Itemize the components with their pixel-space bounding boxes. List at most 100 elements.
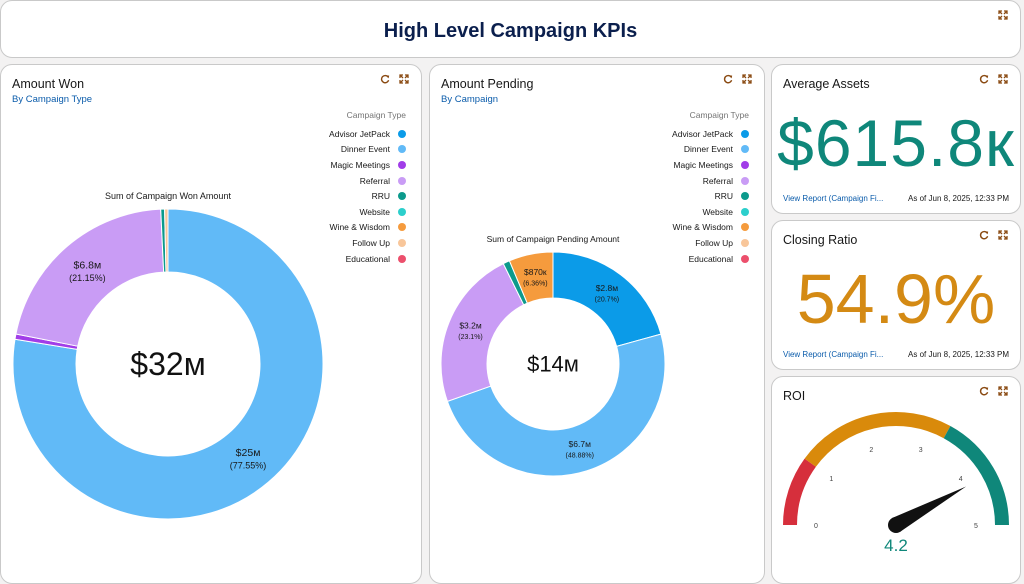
gauge-bands (783, 412, 1009, 526)
average-assets-card: Average Assets $615.8к View Report (Camp… (771, 64, 1021, 214)
legend-label: Educational (688, 253, 733, 264)
legend-swatch (398, 238, 406, 247)
expand-icon[interactable] (742, 74, 752, 84)
expand-icon[interactable] (998, 10, 1008, 20)
amount-won-card: Amount Won By Campaign Type Campaign Typ… (0, 64, 422, 584)
donut-center-total: $14м (527, 352, 579, 377)
slice-value-label: $6.8м (74, 259, 102, 271)
legend-swatch (398, 207, 406, 216)
legend-item[interactable]: Magic Meetings (266, 157, 406, 173)
slice-percent-label: (6.36%) (523, 280, 548, 287)
legend-item[interactable]: Dinner Event (609, 142, 749, 158)
as-of-timestamp: As of Jun 8, 2025, 12:33 PM (908, 350, 1009, 359)
legend-item[interactable]: Referral (609, 173, 749, 189)
legend-item[interactable]: RRU (266, 188, 406, 204)
legend-item[interactable]: Follow Up (609, 235, 749, 251)
legend-label: Magic Meetings (330, 159, 390, 170)
donut-slice[interactable] (12, 208, 324, 520)
legend-item[interactable]: RRU (609, 188, 749, 204)
chart-title: Sum of Campaign Won Amount (105, 191, 231, 201)
legend-label: Advisor JetPack (672, 128, 733, 139)
refresh-icon[interactable] (979, 386, 989, 396)
card-subtitle-link[interactable]: By Campaign (441, 94, 499, 105)
slice-value-label: $870к (524, 267, 547, 277)
slice-percent-label: (23.1%) (458, 334, 483, 341)
closing-ratio-value: 54.9% (796, 260, 996, 338)
legend-swatch (398, 192, 406, 201)
card-subtitle-link[interactable]: By Campaign Type (12, 94, 93, 105)
legend-swatch (741, 254, 749, 263)
view-report-link[interactable]: View Report (Campaign Fi... (783, 194, 884, 203)
legend-item[interactable]: Follow Up (266, 235, 406, 251)
gauge-value-label: 4.2 (884, 536, 908, 555)
legend-label: Website (702, 206, 733, 217)
amount-won-donut-chart: Sum of Campaign Won Amount $25м (77.55%) $6… (12, 191, 324, 520)
gauge-tick-label: 1 (829, 476, 833, 483)
gauge-needle (892, 486, 967, 533)
legend-item[interactable]: Advisor JetPack (266, 126, 406, 142)
gauge-tick-label: 3 (919, 447, 923, 454)
slice-value-label: $25м (236, 447, 261, 459)
gauge-band (943, 425, 1009, 526)
legend-item[interactable]: Website (266, 204, 406, 220)
view-report-link[interactable]: View Report (Campaign Fi... (783, 350, 884, 359)
legend-item[interactable]: Wine & Wisdom (609, 220, 749, 236)
legend-swatch (741, 192, 749, 201)
gauge-band (804, 412, 951, 467)
gauge-tick-label: 5 (974, 523, 978, 530)
refresh-icon[interactable] (979, 74, 989, 84)
legend-item[interactable]: Wine & Wisdom (266, 220, 406, 236)
legend-label: Website (359, 206, 390, 217)
legend-item[interactable]: Educational (266, 251, 406, 267)
legend-label: Follow Up (352, 237, 390, 248)
gauge-tick-label: 0 (814, 523, 818, 530)
card-title: Amount Pending (441, 77, 534, 91)
legend-swatch (741, 176, 749, 185)
legend-label: RRU (371, 191, 390, 202)
legend-label: RRU (714, 191, 733, 202)
donut-slice[interactable] (164, 208, 169, 273)
donut-center-total: $32м (130, 346, 205, 382)
gauge-tick-label: 4 (959, 476, 963, 483)
legend-item[interactable]: Dinner Event (266, 142, 406, 158)
legend-swatch (741, 129, 749, 138)
refresh-icon[interactable] (979, 230, 989, 240)
card-title: Closing Ratio (783, 233, 858, 247)
header-card: High Level Campaign KPIs (0, 0, 1021, 58)
donut-slice[interactable] (440, 262, 525, 403)
chart-title: Sum of Campaign Pending Amount (487, 234, 620, 244)
legend-swatch (741, 238, 749, 247)
legend: Campaign Type Advisor JetPack Dinner Even… (609, 110, 749, 266)
slice-percent-label: (21.15%) (69, 273, 106, 283)
legend-item[interactable]: Website (609, 204, 749, 220)
slice-percent-label: (20.7%) (595, 297, 620, 304)
donut-slice[interactable] (508, 251, 554, 304)
legend-label: Wine & Wisdom (329, 222, 390, 233)
expand-icon[interactable] (399, 74, 409, 84)
expand-icon[interactable] (998, 230, 1008, 240)
legend-title: Campaign Type (689, 110, 749, 120)
expand-icon[interactable] (998, 386, 1008, 396)
card-title: Average Assets (783, 77, 870, 91)
refresh-icon[interactable] (380, 74, 390, 84)
expand-icon[interactable] (998, 74, 1008, 84)
slice-percent-label: (48.88%) (566, 452, 594, 459)
legend-item[interactable]: Magic Meetings (609, 157, 749, 173)
legend: Campaign Type Advisor JetPack Dinner Even… (266, 110, 406, 266)
card-title: ROI (783, 389, 806, 403)
legend-swatch (741, 223, 749, 232)
legend-item[interactable]: Educational (609, 251, 749, 267)
legend-swatch (398, 160, 406, 169)
as-of-timestamp: As of Jun 8, 2025, 12:33 PM (908, 194, 1009, 203)
gauge-band (783, 458, 817, 526)
legend-label: Follow Up (695, 237, 733, 248)
refresh-icon[interactable] (723, 74, 733, 84)
card-title: Amount Won (12, 77, 85, 91)
legend-item[interactable]: Advisor JetPack (609, 126, 749, 142)
donut-slice[interactable] (446, 333, 666, 477)
legend-item[interactable]: Referral (266, 173, 406, 189)
slice-value-label: $2.8м (596, 283, 619, 293)
legend-swatch (398, 145, 406, 154)
legend-label: Referral (359, 175, 390, 186)
legend-swatch (398, 254, 406, 263)
